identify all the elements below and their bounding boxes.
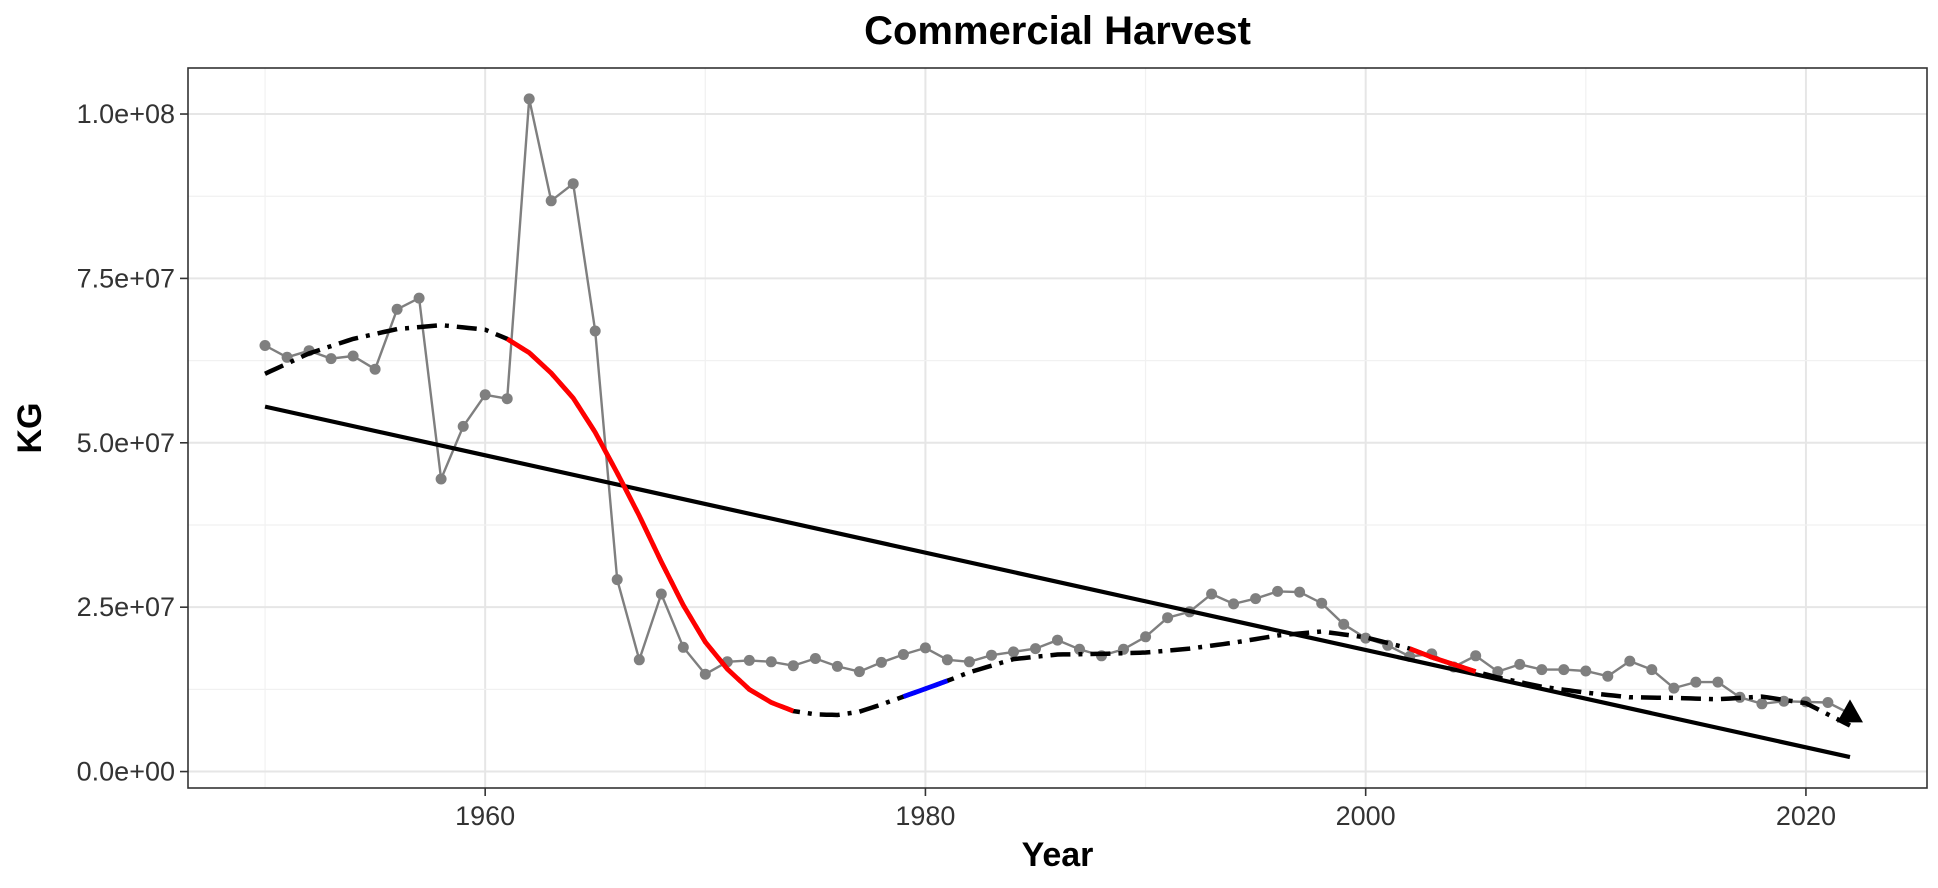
observed-data-point: [1470, 650, 1482, 662]
observed-data-point: [919, 642, 931, 654]
observed-data-point: [325, 353, 337, 365]
observed-data-point: [1360, 632, 1372, 644]
observed-data-point: [369, 363, 381, 375]
chart-title: Commercial Harvest: [864, 9, 1251, 53]
observed-data-point: [611, 574, 623, 586]
x-axis-title: Year: [1022, 836, 1094, 874]
observed-data-point: [1646, 664, 1658, 676]
x-tick-label: 2000: [1336, 801, 1396, 831]
observed-data-point: [1668, 682, 1680, 694]
y-axis-title: KG: [11, 403, 49, 454]
x-tick-label: 2020: [1776, 801, 1836, 831]
observed-data-point: [1316, 597, 1328, 609]
y-tick-label: 0.0e+00: [77, 757, 175, 787]
observed-data-point: [589, 325, 601, 337]
observed-data-point: [1690, 676, 1702, 688]
y-tick-label: 7.5e+07: [77, 263, 175, 293]
observed-data-point: [809, 653, 821, 664]
observed-data-point: [1756, 698, 1768, 710]
observed-data-point: [259, 340, 271, 351]
observed-data-point: [1338, 618, 1350, 630]
observed-data-point: [1778, 695, 1790, 707]
observed-data-point: [1624, 655, 1636, 667]
panel-border: [187, 67, 1928, 789]
observed-data-point: [1822, 697, 1834, 708]
smooth-trend-curve: [264, 322, 1852, 728]
observed-data-point: [1602, 670, 1614, 682]
observed-data-point: [347, 350, 359, 362]
observed-data-point: [501, 393, 513, 405]
observed-data-point: [655, 588, 667, 600]
observed-data-point: [1206, 588, 1218, 600]
grid: [188, 68, 1927, 788]
y-tick-label: 5.0e+07: [77, 428, 175, 458]
observed-data-point: [567, 178, 579, 190]
observed-data-point: [699, 668, 711, 680]
observed-data-point: [1712, 676, 1724, 688]
observed-data-point: [853, 666, 865, 678]
y-tick-label: 1.0e+08: [77, 99, 175, 129]
series-layer: [259, 93, 1863, 760]
observed-data-point: [963, 656, 975, 668]
decreasing-trend-segment: [505, 336, 795, 714]
observed-data-point: [941, 654, 953, 666]
observed-data-point: [1536, 664, 1548, 676]
observed-data-point: [633, 654, 645, 666]
observed-data-point: [1514, 658, 1526, 670]
observed-data-point: [1250, 593, 1262, 605]
observed-data-point: [743, 654, 755, 666]
x-tick-label: 1960: [455, 801, 515, 831]
x-tick-label: 1980: [895, 801, 955, 831]
observed-data-point: [831, 660, 843, 672]
observed-data-point: [391, 303, 403, 315]
observed-data-point: [1052, 634, 1063, 646]
observed-data-point: [1272, 585, 1284, 597]
observed-data-point: [435, 473, 447, 485]
observed-data-point: [479, 389, 491, 401]
observed-data-point: [677, 641, 689, 653]
increasing-trend-segment: [902, 678, 949, 699]
y-tick-label: 2.5e+07: [77, 592, 175, 622]
decreasing-trend-segment: [1408, 646, 1477, 674]
observed-data-point: [765, 656, 777, 668]
observed-data-point: [1558, 664, 1570, 676]
axes: 1960 1980 2000 2020 0.0e+00 2.5e+07 5.0e+07 7.5…: [77, 99, 1836, 831]
observed-data-point: [1580, 665, 1592, 677]
observed-data-point: [875, 656, 887, 668]
observed-data-point: [413, 292, 425, 304]
observed-data-point: [1294, 586, 1306, 598]
observed-data-point: [545, 195, 557, 207]
observed-data-point: [787, 660, 799, 672]
observed-data-point: [1030, 643, 1041, 655]
observed-data-point: [1008, 646, 1019, 658]
observed-data-point: [457, 420, 469, 432]
observed-data-point: [523, 93, 535, 105]
observed-data-point: [1140, 631, 1152, 643]
observed-data-point: [1492, 666, 1504, 678]
linear-trend-line: [264, 404, 1851, 760]
end-triangle-marker: [1837, 699, 1863, 723]
observed-data-point: [1162, 612, 1174, 624]
observed-data-point: [1228, 598, 1240, 610]
observed-data-point: [897, 649, 909, 660]
observed-data-point: [986, 649, 997, 661]
